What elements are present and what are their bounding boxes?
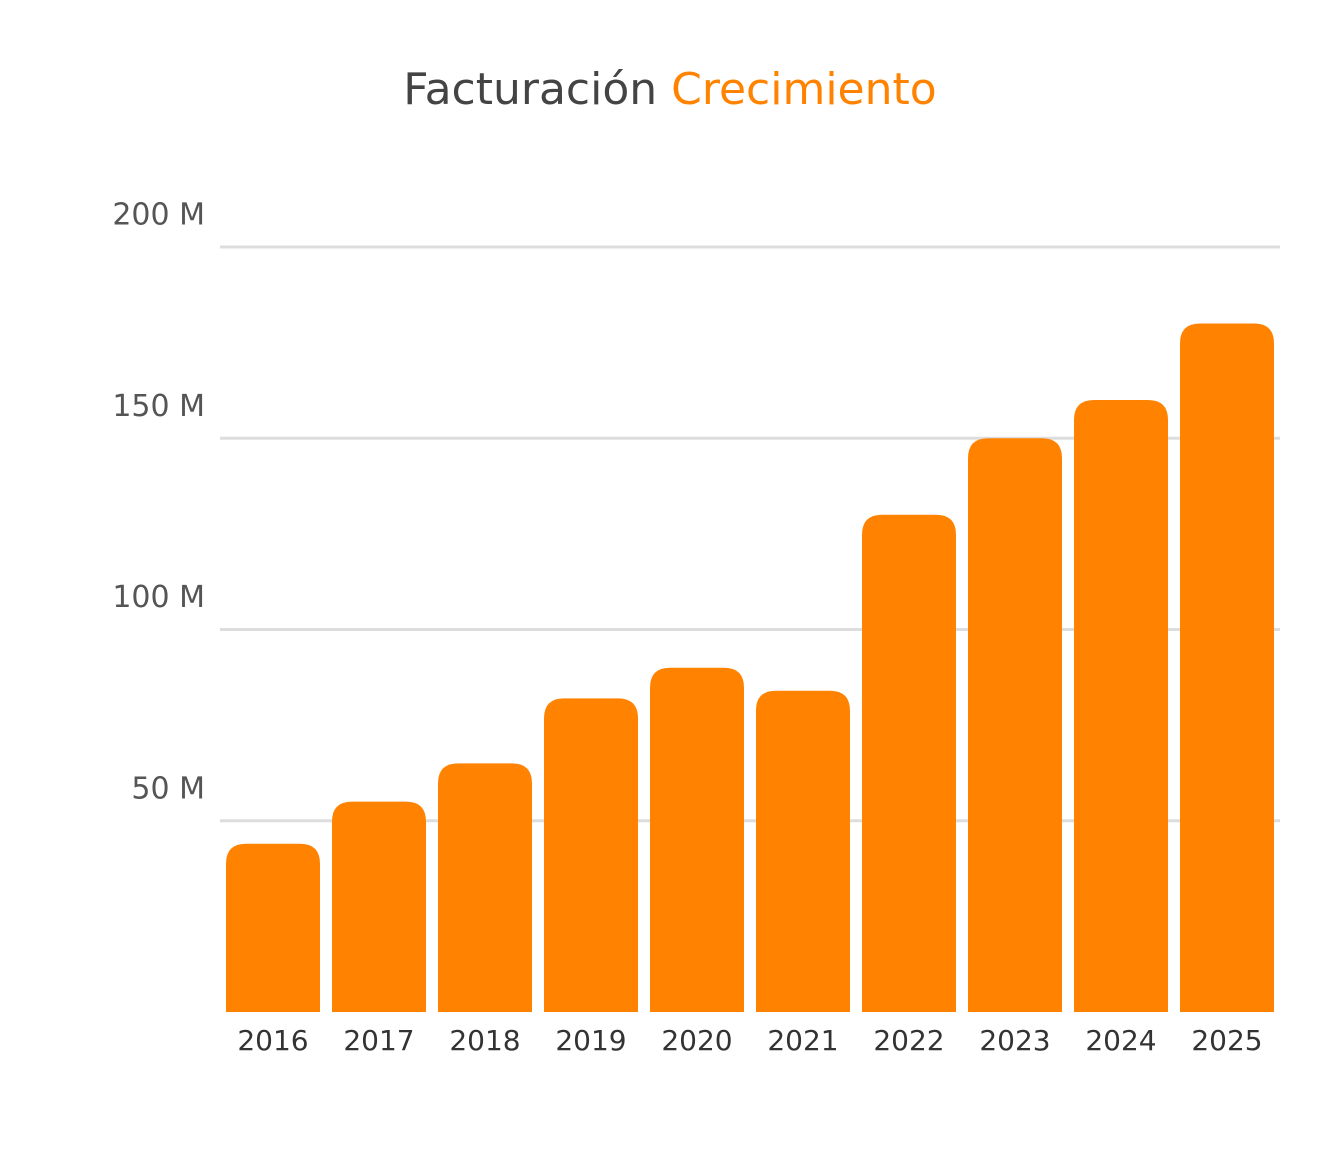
x-tick-label: 2018 xyxy=(449,1024,520,1057)
y-tick-label: 50 M xyxy=(131,771,205,806)
bar xyxy=(1074,400,1168,1012)
x-tick-label: 2025 xyxy=(1191,1024,1262,1057)
bar xyxy=(438,763,532,1012)
x-tick-label: 2022 xyxy=(873,1024,944,1057)
x-tick-label: 2023 xyxy=(979,1024,1050,1057)
x-tick-label: 2017 xyxy=(343,1024,414,1057)
x-tick-label: 2024 xyxy=(1085,1024,1156,1057)
bar xyxy=(544,698,638,1012)
x-tick-label: 2020 xyxy=(661,1024,732,1057)
bar xyxy=(1180,323,1274,1012)
title-part: Facturación xyxy=(403,64,657,115)
bar xyxy=(756,690,850,1012)
y-tick-label: 200 M xyxy=(112,198,205,233)
bar xyxy=(332,801,426,1012)
x-tick-label: 2016 xyxy=(237,1024,308,1057)
y-tick-label: 100 M xyxy=(112,580,205,615)
chart-title: Facturación Crecimiento xyxy=(403,64,936,115)
x-tick-label: 2019 xyxy=(555,1024,626,1057)
bar xyxy=(968,438,1062,1012)
x-tick-label: 2021 xyxy=(767,1024,838,1057)
title-highlight: Crecimiento xyxy=(671,64,937,115)
bar xyxy=(226,843,320,1012)
bar xyxy=(650,667,744,1012)
bar xyxy=(862,514,956,1012)
y-tick-label: 150 M xyxy=(112,389,205,424)
